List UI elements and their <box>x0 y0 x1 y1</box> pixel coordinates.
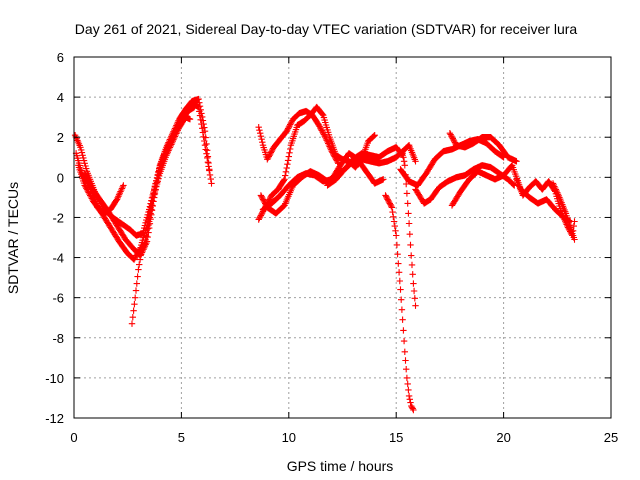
x-tick-label: 5 <box>178 430 185 445</box>
plot-frame <box>73 56 612 419</box>
series-arc15 <box>446 130 520 165</box>
series-arc18 <box>549 180 578 243</box>
y-tick-label: -4 <box>52 251 64 266</box>
plot-area <box>71 95 578 414</box>
y-tick-label: -10 <box>45 371 64 386</box>
series-arc10 <box>324 142 419 189</box>
chart-title: Day 261 of 2021, Sidereal Day-to-day VTE… <box>75 21 578 37</box>
x-tick-label: 20 <box>496 430 510 445</box>
data-points <box>324 142 419 189</box>
data-points <box>549 180 578 243</box>
data-points <box>81 170 127 217</box>
series-arc4 <box>81 170 127 217</box>
x-tick-label: 10 <box>282 430 296 445</box>
data-points <box>128 114 194 327</box>
series-arc11 <box>382 192 417 414</box>
y-tick-label: 4 <box>57 90 64 105</box>
x-tick-label: 25 <box>604 430 618 445</box>
y-tick-label: 6 <box>57 50 64 65</box>
x-axis-label: GPS time / hours <box>287 458 394 474</box>
y-tick-label: -6 <box>52 291 64 306</box>
y-tick-label: -12 <box>45 411 64 426</box>
series-arc5 <box>128 114 194 327</box>
x-tick-label: 15 <box>389 430 403 445</box>
y-tick-label: -2 <box>52 210 64 225</box>
axes: 0 5 10 15 20 25 -12 -10 -8 -6 -4 -2 0 2 4 6 <box>45 50 618 445</box>
x-tick-label: 0 <box>70 430 77 445</box>
data-points <box>75 95 213 263</box>
y-axis-label: SDTVAR / TECUs <box>5 182 21 294</box>
y-tick-label: 2 <box>57 130 64 145</box>
data-points <box>382 192 417 414</box>
data-points <box>446 130 520 165</box>
y-tick-label: -8 <box>52 331 64 346</box>
series-arc3 <box>75 95 213 263</box>
grid <box>74 57 611 418</box>
y-tick-label: 0 <box>57 170 64 185</box>
